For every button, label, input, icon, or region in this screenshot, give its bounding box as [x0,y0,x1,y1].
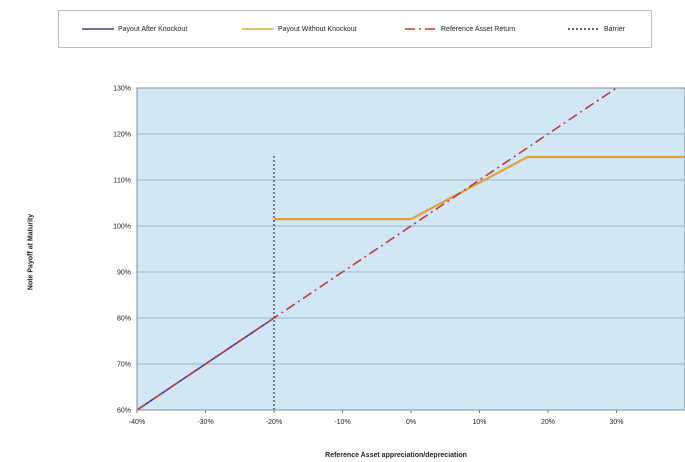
series-payout-without-knockout [274,155,685,221]
x-tick-label: 10% [472,419,486,426]
y-tick-label: 80% [117,316,131,323]
y-axis-label: Note Payoff at Maturity [27,213,35,291]
y-tick-label: 130% [113,86,131,93]
legend-item: Barrier [567,23,625,35]
legend-swatch [242,28,274,30]
x-tick-label: 20% [541,419,555,426]
plot-area [137,88,685,410]
legend: Payout After Knockout Payout Without Knoc… [58,10,652,48]
x-tick-label: -30% [197,419,213,426]
y-tick-label: 110% [114,178,131,185]
legend-swatch [405,28,437,30]
x-tick-label: -20% [266,419,282,426]
legend-item: Payout Without Knockout [241,23,357,35]
legend-label: Reference Asset Return [441,25,516,33]
x-tick-label: -40% [129,419,145,426]
legend-label: Barrier [604,25,626,33]
y-tick-label: 90% [117,270,131,277]
legend-swatch [568,28,600,30]
y-tick-label: 100% [113,224,131,231]
legend-swatch [82,28,114,30]
plot-frame [136,87,685,411]
y-tick-label: 60% [117,408,131,415]
x-tick-label: 30% [609,419,623,426]
legend-item: Payout After Knockout [81,23,187,35]
series-lines [137,88,685,410]
tick-labels: 60% 70% 80% 90% 100% 110% 120% 130% -40% -30% -20%… [113,86,623,427]
y-tick-label: 120% [113,132,131,139]
x-axis-label: Reference Asset appreciation/depreciatio… [325,452,467,459]
gridlines [137,133,685,365]
legend-label: Payout Without Knockout [278,25,357,33]
x-tick-label: -10% [334,419,350,426]
legend-item: Reference Asset Return [404,23,515,35]
y-tick-label: 70% [117,362,131,369]
x-tick-label: 0% [406,419,416,426]
legend-label: Payout After Knockout [118,25,188,33]
